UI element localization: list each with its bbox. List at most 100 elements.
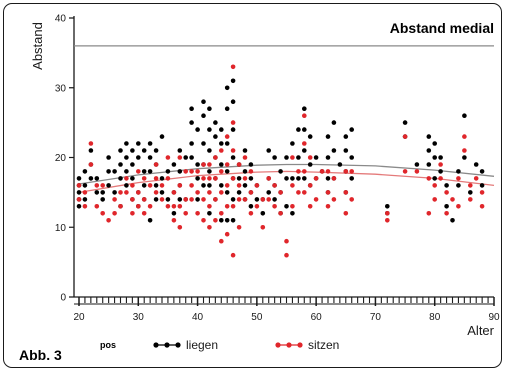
- point-sitzen: [230, 120, 236, 125]
- point-sitzen: [224, 204, 230, 209]
- point-liegen: [76, 204, 82, 209]
- point-sitzen: [82, 204, 88, 209]
- point-liegen: [159, 190, 165, 195]
- point-liegen: [456, 183, 461, 188]
- point-sitzen: [272, 204, 277, 209]
- fit-curves: [78, 163, 495, 194]
- point-sitzen: [272, 183, 277, 188]
- point-liegen: [468, 190, 473, 195]
- point-sitzen: [171, 218, 177, 223]
- point-liegen: [479, 169, 485, 174]
- point-sitzen: [153, 190, 159, 195]
- point-liegen: [195, 176, 200, 181]
- point-sitzen: [230, 204, 236, 209]
- point-liegen: [438, 155, 443, 160]
- point-sitzen: [302, 141, 307, 146]
- point-sitzen: [224, 183, 230, 188]
- point-liegen: [130, 148, 135, 153]
- point-sitzen: [130, 197, 135, 202]
- point-liegen: [462, 155, 467, 160]
- point-liegen: [147, 218, 153, 223]
- point-liegen: [177, 148, 183, 153]
- point-liegen: [307, 162, 313, 167]
- point-sitzen: [230, 64, 236, 70]
- point-sitzen: [219, 211, 224, 216]
- point-liegen: [201, 183, 206, 188]
- point-sitzen: [302, 190, 307, 195]
- point-liegen: [195, 197, 200, 202]
- point-liegen: [219, 127, 224, 132]
- point-sitzen: [207, 190, 212, 195]
- point-liegen: [124, 141, 129, 146]
- point-liegen: [219, 218, 224, 223]
- data-points: [76, 64, 485, 258]
- point-liegen: [248, 176, 254, 181]
- point-sitzen: [219, 238, 224, 244]
- point-sitzen: [254, 183, 260, 188]
- point-liegen: [284, 176, 289, 181]
- point-liegen: [462, 113, 467, 118]
- point-liegen: [230, 197, 236, 202]
- point-liegen: [284, 155, 289, 160]
- point-liegen: [159, 176, 165, 181]
- point-liegen: [189, 106, 194, 111]
- point-liegen: [343, 134, 349, 139]
- point-liegen: [141, 169, 147, 174]
- point-sitzen: [195, 190, 200, 195]
- point-liegen: [124, 183, 129, 188]
- point-liegen: [100, 197, 105, 202]
- point-sitzen: [124, 176, 129, 181]
- point-sitzen: [118, 190, 123, 195]
- point-sitzen: [385, 218, 390, 223]
- point-liegen: [230, 155, 236, 160]
- point-liegen: [201, 99, 206, 104]
- point-sitzen: [183, 197, 188, 202]
- y-tick-label: 20: [55, 153, 67, 164]
- point-sitzen: [248, 211, 254, 216]
- point-sitzen: [189, 169, 194, 174]
- point-sitzen: [290, 204, 295, 209]
- point-sitzen: [159, 197, 165, 202]
- point-sitzen: [213, 197, 218, 202]
- point-sitzen: [230, 252, 236, 258]
- point-sitzen: [207, 204, 212, 209]
- point-liegen: [153, 197, 159, 202]
- point-liegen: [213, 120, 218, 125]
- point-sitzen: [213, 155, 218, 160]
- point-sitzen: [438, 176, 443, 181]
- point-liegen: [88, 176, 94, 181]
- point-liegen: [106, 155, 111, 160]
- point-liegen: [195, 127, 200, 132]
- point-sitzen: [130, 211, 135, 216]
- legend-item-sitzen: sitzen: [275, 338, 339, 352]
- point-sitzen: [224, 134, 230, 139]
- point-liegen: [100, 190, 105, 195]
- point-sitzen: [414, 169, 420, 174]
- point-liegen: [207, 106, 212, 111]
- point-liegen: [337, 162, 343, 167]
- point-sitzen: [76, 183, 82, 188]
- point-sitzen: [426, 211, 432, 216]
- point-sitzen: [165, 155, 171, 160]
- point-liegen: [230, 127, 236, 132]
- point-sitzen: [473, 176, 479, 181]
- point-liegen: [224, 190, 230, 195]
- point-sitzen: [302, 169, 307, 174]
- point-sitzen: [165, 204, 171, 209]
- point-liegen: [284, 204, 289, 209]
- point-sitzen: [248, 169, 254, 174]
- point-sitzen: [284, 238, 289, 244]
- point-liegen: [236, 176, 242, 181]
- point-sitzen: [159, 183, 165, 188]
- point-liegen: [266, 190, 272, 195]
- point-sitzen: [201, 176, 206, 181]
- point-liegen: [331, 148, 337, 153]
- point-sitzen: [88, 162, 94, 167]
- point-liegen: [432, 155, 438, 160]
- point-sitzen: [331, 176, 337, 181]
- point-sitzen: [141, 176, 147, 181]
- point-sitzen: [165, 176, 171, 181]
- point-sitzen: [177, 225, 183, 230]
- y-tick-label: 10: [55, 223, 67, 234]
- point-sitzen: [456, 204, 461, 209]
